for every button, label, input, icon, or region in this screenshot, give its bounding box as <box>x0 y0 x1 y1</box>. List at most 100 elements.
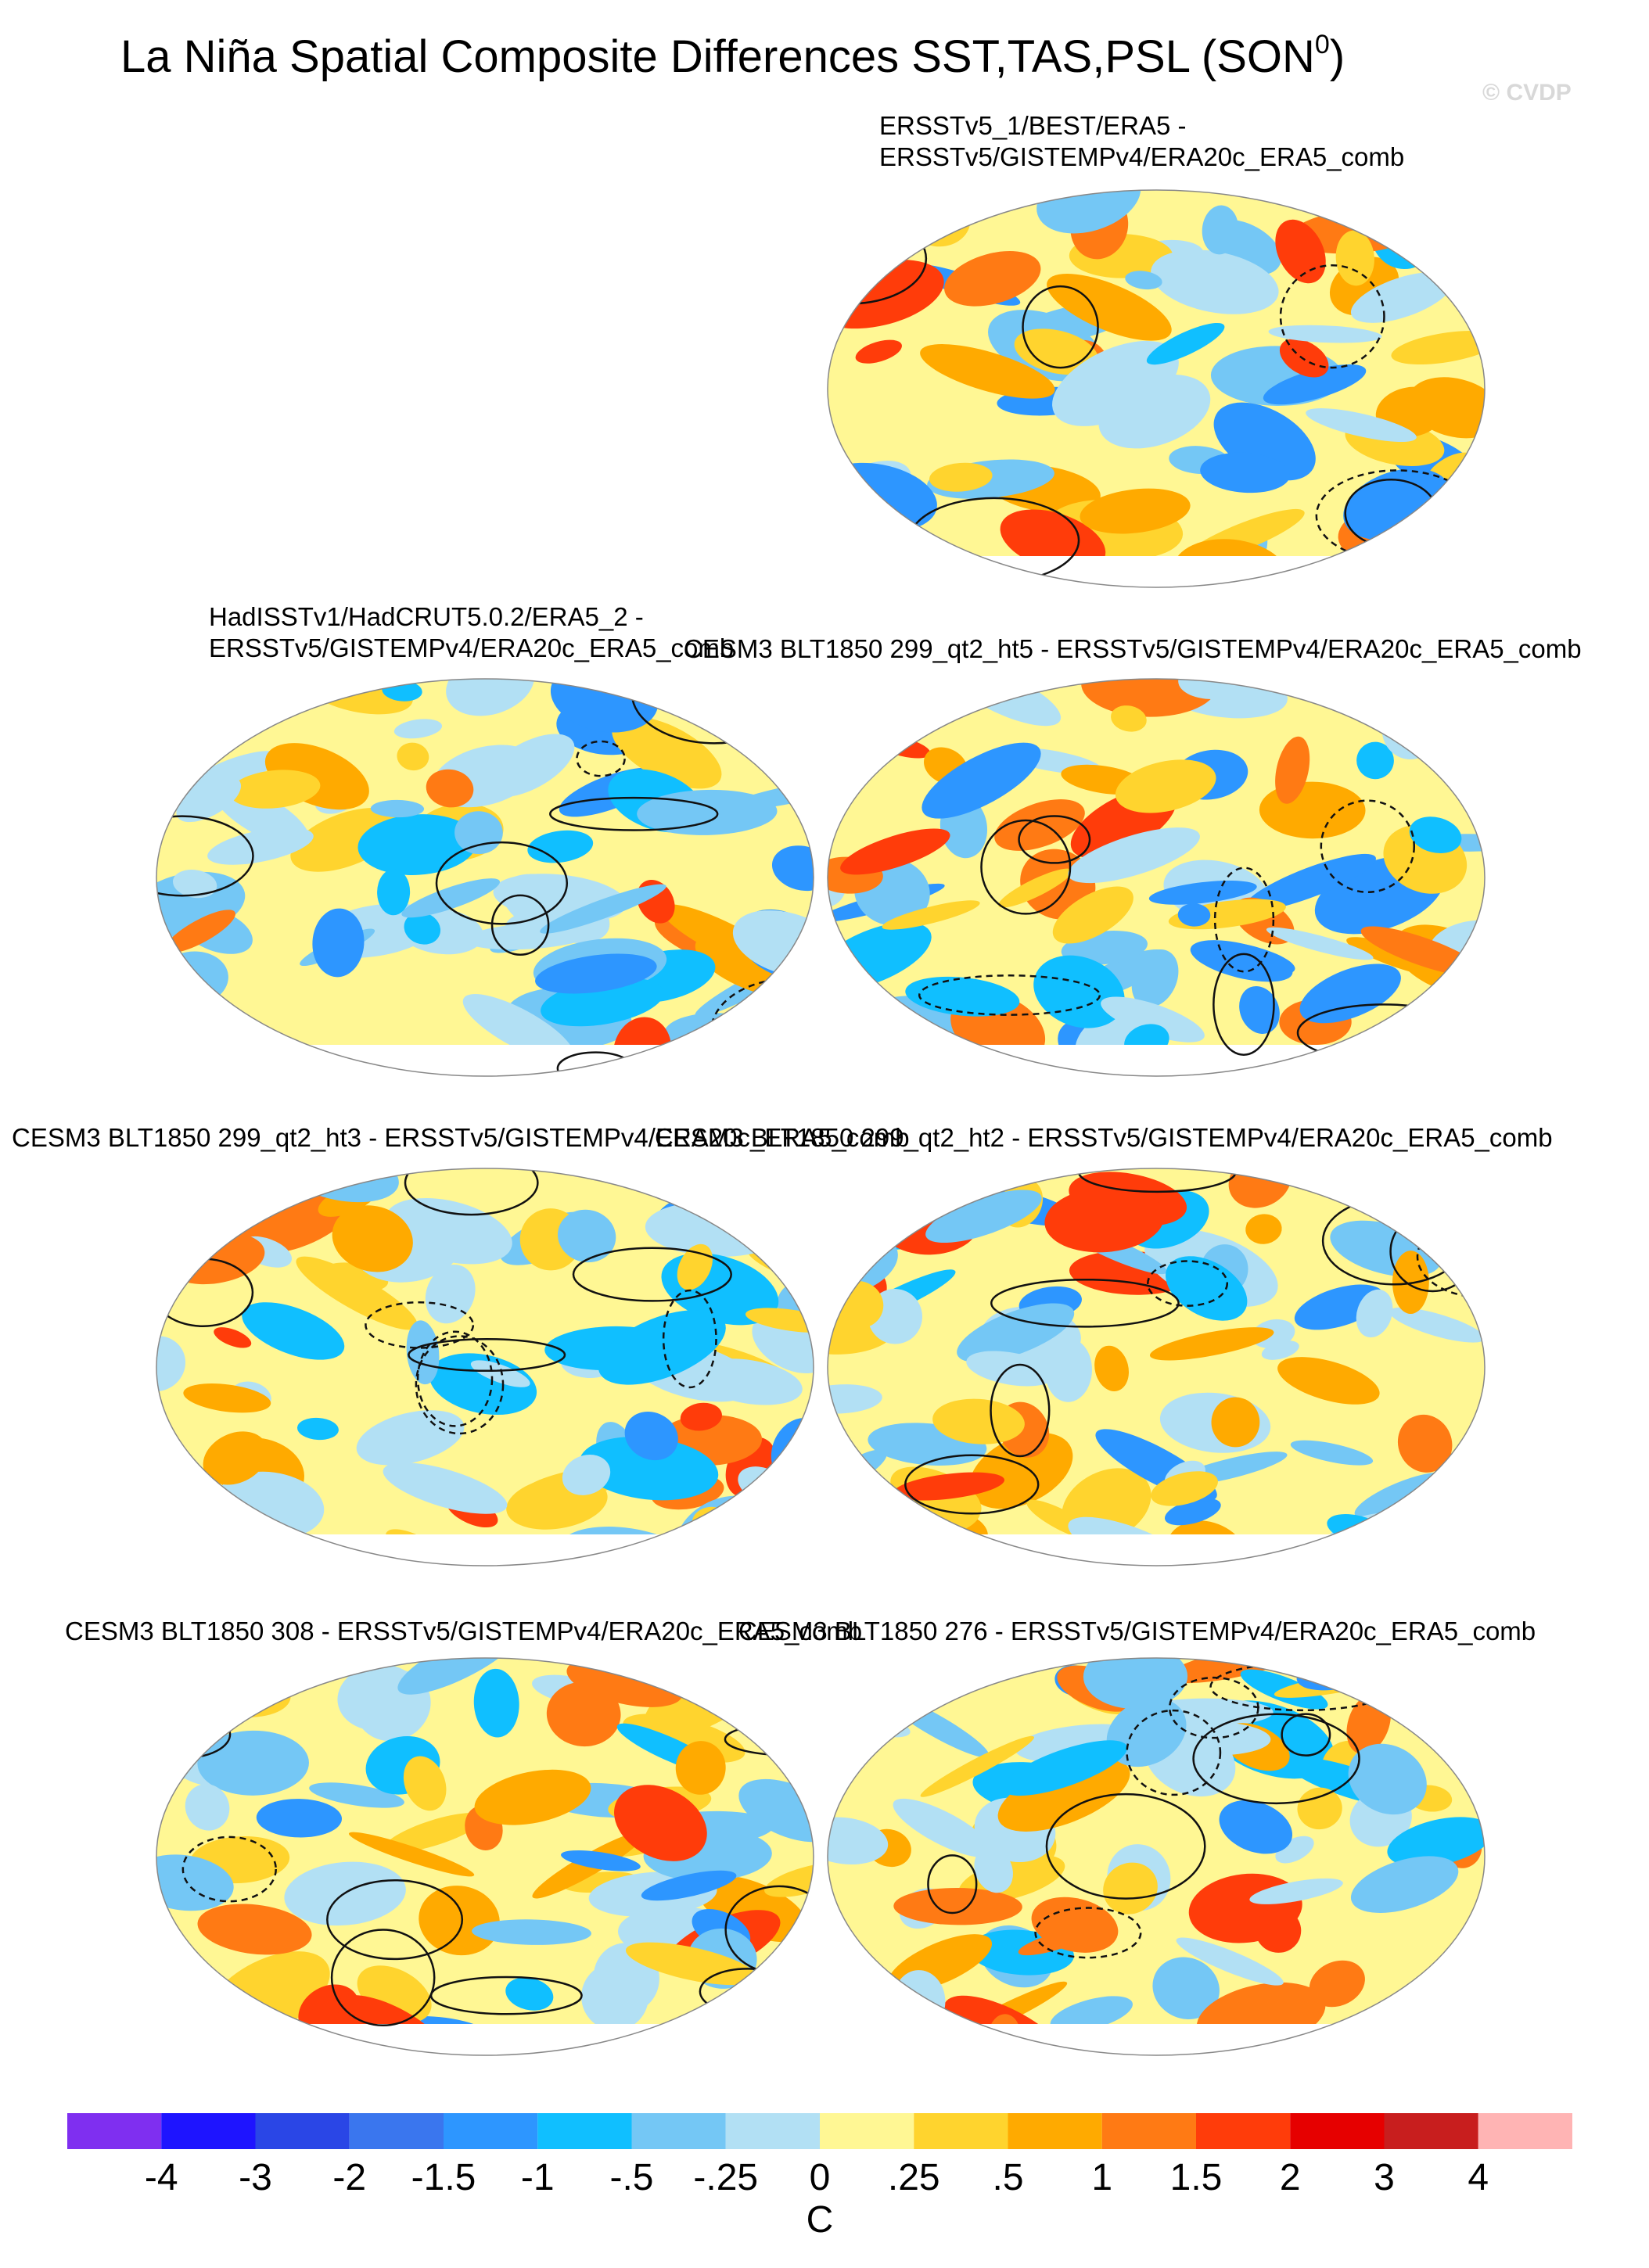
map-anomaly <box>677 1243 713 1290</box>
map-anomaly <box>1297 1787 1342 1830</box>
colorbar-box <box>1478 2113 1572 2149</box>
psl-contour <box>549 796 719 831</box>
map-anomaly <box>296 1417 339 1441</box>
map-anomaly <box>156 1990 191 2051</box>
psl-contour <box>365 1301 475 1349</box>
psl-contour <box>572 1247 732 1302</box>
map-anomaly <box>446 679 535 716</box>
colorbar-box <box>914 2113 1008 2149</box>
map-anomaly <box>1277 1357 1380 1405</box>
colorbar-box <box>1384 2113 1478 2149</box>
map-anomaly <box>920 344 1055 399</box>
psl-contour <box>904 1454 1040 1515</box>
map-anomaly <box>855 339 902 364</box>
map-panel: CESM3 BLT1850 299_qt2_ht5 - ERSSTv5/GIST… <box>684 634 1582 1077</box>
map-border <box>156 1168 814 1566</box>
colorbar-box <box>725 2113 820 2149</box>
map-anomaly <box>256 1799 343 1838</box>
map-anomaly <box>1391 331 1485 365</box>
psl-contour <box>828 543 875 587</box>
map-anomaly <box>1348 1743 1427 1815</box>
colorbar-tick-label: -3 <box>239 2157 272 2198</box>
map-anomaly <box>1279 339 1329 378</box>
map-anomaly <box>1245 1214 1282 1244</box>
map-anomaly <box>562 1455 611 1495</box>
map-anomaly <box>470 1360 530 1387</box>
map-anomaly <box>1428 1496 1485 1546</box>
map-anomaly <box>397 742 429 771</box>
map-anomaly <box>474 1769 591 1825</box>
panel-title: CESM3 BLT1850 299_qt2_ht5 - ERSSTv5/GIST… <box>684 634 1582 663</box>
map-anomaly <box>1249 1878 1343 1904</box>
psl-contour <box>1416 1215 1485 1299</box>
title-end: ) <box>1330 31 1345 82</box>
map-anomaly <box>828 542 860 570</box>
colorbar-tick-label: 3 <box>1374 2157 1395 2198</box>
map-anomaly <box>997 1757 1130 1832</box>
panel-title: ERSSTv5/GISTEMPv4/ERA20c_ERA5_comb <box>879 142 1404 171</box>
map-anomaly <box>833 230 871 258</box>
psl-contour <box>1213 867 1275 973</box>
map-panel: CESM3 BLT1850 308 - ERSSTv5/GISTEMPv4/ER… <box>65 1617 862 2056</box>
map-field <box>156 1658 814 2055</box>
map-anomaly <box>1392 1029 1448 1076</box>
psl-contour <box>980 819 1072 915</box>
map-anomaly <box>828 1658 893 1716</box>
map-anomaly <box>309 1782 404 1808</box>
map-anomaly <box>974 1846 1013 1893</box>
map-anomaly <box>1255 1907 1302 1953</box>
psl-contour <box>404 1168 539 1216</box>
map-anomaly <box>527 830 594 863</box>
map-anomaly <box>1392 190 1458 234</box>
panel-title: ERSSTv5_1/BEST/ERA5 - <box>879 111 1186 140</box>
map-anomaly <box>1166 1256 1248 1321</box>
map-anomaly <box>720 1043 814 1076</box>
map-anomaly <box>1219 1800 1293 1854</box>
psl-contour <box>1045 1793 1206 1900</box>
map-anomaly <box>966 1351 1055 1387</box>
colorbar-box <box>1290 2113 1385 2149</box>
map-border <box>827 1657 1486 2056</box>
map-anomaly <box>1435 1221 1485 1265</box>
map-field <box>828 1168 1485 1566</box>
antarctica <box>156 2024 814 2055</box>
map-border <box>156 678 814 1077</box>
map-anomaly <box>1397 1414 1453 1473</box>
panel-title: CESM3 BLT1850 308 - ERSSTv5/GISTEMPv4/ER… <box>65 1617 862 1645</box>
map-anomaly <box>760 1712 814 1742</box>
map-anomaly <box>1356 741 1394 780</box>
colorbar-tick-label: -1.5 <box>411 2157 476 2198</box>
map-anomaly <box>384 1812 485 1853</box>
map-field <box>156 679 814 1076</box>
antarctica <box>828 556 1485 587</box>
map-anomaly <box>348 1832 475 1877</box>
map-anomaly <box>207 827 314 865</box>
map-anomaly <box>641 1870 737 1901</box>
map-anomaly <box>156 2007 237 2048</box>
psl-contour <box>1022 285 1099 369</box>
map-anomaly <box>1081 679 1218 717</box>
map-anomaly <box>176 777 242 823</box>
psl-contour <box>1168 1676 1259 1739</box>
map-anomaly <box>229 770 321 809</box>
map-anomaly <box>406 1320 440 1385</box>
colorbar-box <box>255 2113 350 2149</box>
map-anomaly <box>706 1023 788 1076</box>
psl-contour <box>1034 1907 1142 1959</box>
colorbar-box <box>1101 2113 1196 2149</box>
map-anomaly <box>1387 1817 1485 1868</box>
map-anomaly <box>483 734 575 798</box>
map-anomaly <box>419 1886 500 1956</box>
colorbar-box <box>444 2113 538 2149</box>
map-anomaly <box>1033 955 1125 1028</box>
psl-contour <box>416 1330 494 1427</box>
map-anomaly <box>882 900 980 930</box>
map-anomaly <box>945 1658 990 1677</box>
colorbar-box <box>1008 2113 1102 2149</box>
map-anomaly <box>511 916 554 946</box>
antarctica <box>828 1045 1485 1076</box>
map-anomaly <box>1446 196 1485 244</box>
colorbar-box <box>820 2113 914 2149</box>
panel-title: ERSSTv5/GISTEMPv4/ERA20c_ERA5_comb <box>209 633 734 662</box>
map-anomaly <box>1399 1168 1485 1193</box>
